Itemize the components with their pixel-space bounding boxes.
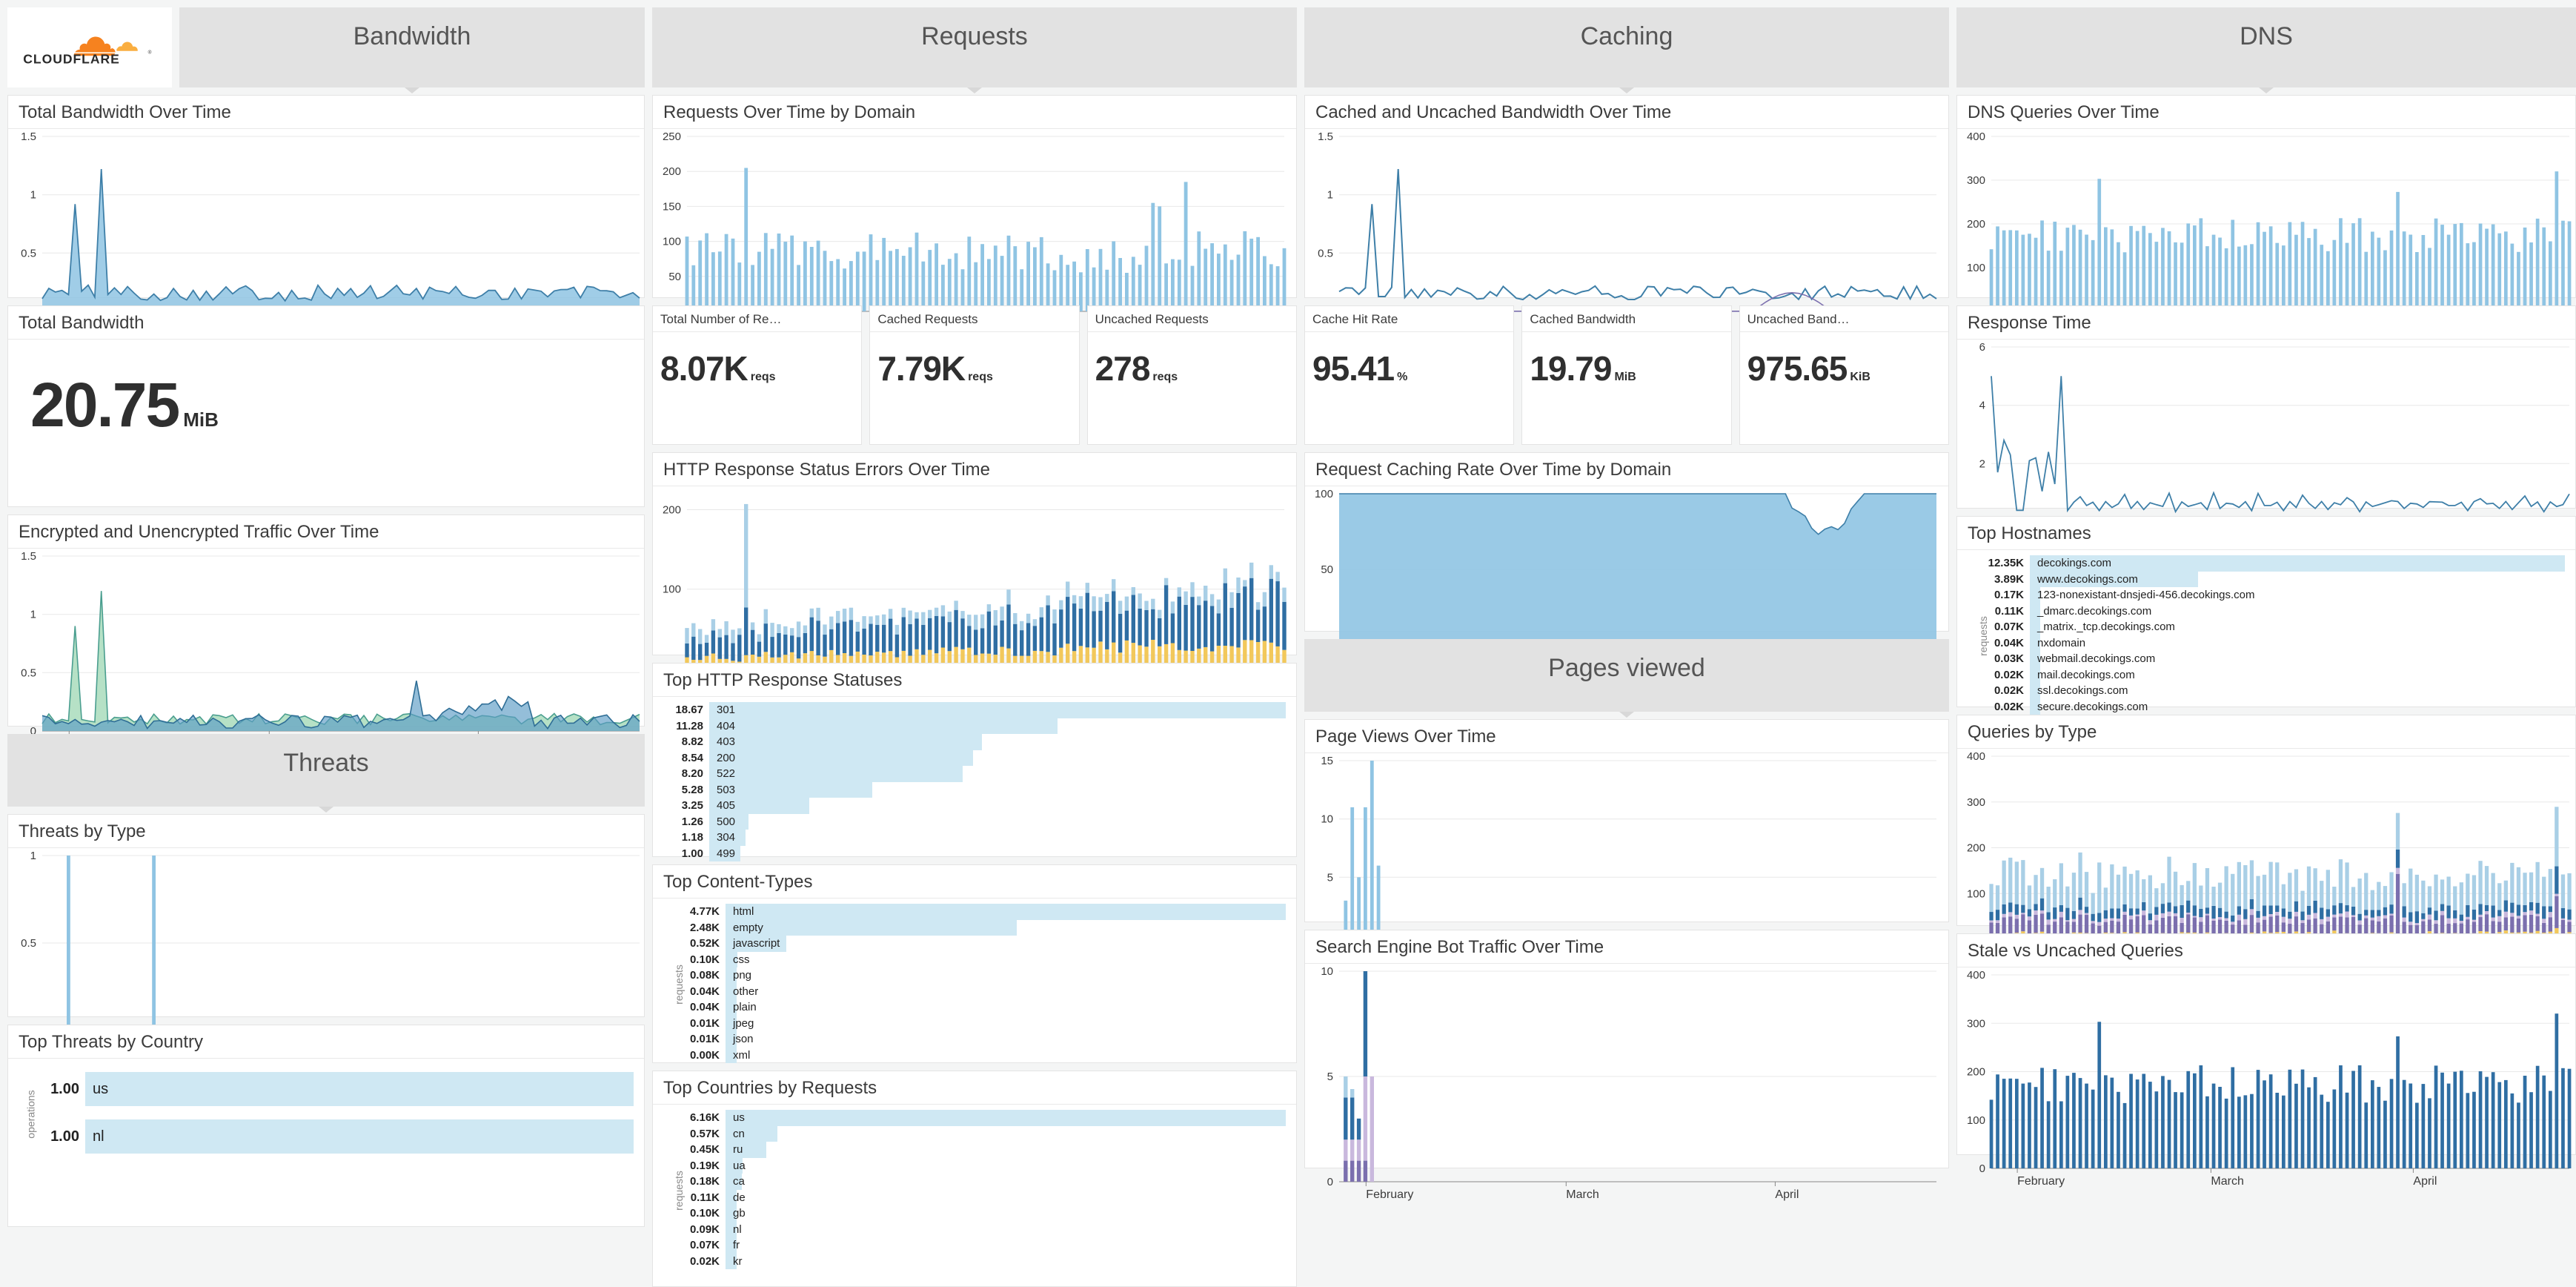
svg-text:February: February <box>2017 1175 2065 1188</box>
svg-text:400: 400 <box>1967 750 1985 763</box>
svg-text:100: 100 <box>663 583 681 596</box>
svg-text:300: 300 <box>1967 796 1985 809</box>
svg-text:0: 0 <box>1979 1162 1985 1175</box>
svg-text:0.5: 0.5 <box>21 247 36 259</box>
svg-text:100: 100 <box>1967 887 1985 900</box>
svg-text:150: 150 <box>663 200 681 213</box>
svg-text:200: 200 <box>1967 218 1985 231</box>
svg-text:March: March <box>2211 1175 2243 1188</box>
svg-text:0.5: 0.5 <box>21 666 36 679</box>
svg-text:March: March <box>1566 1188 1599 1201</box>
svg-text:50: 50 <box>1321 563 1333 576</box>
svg-text:5: 5 <box>1327 871 1333 884</box>
svg-text:300: 300 <box>1967 1017 1985 1030</box>
svg-text:February: February <box>1366 1188 1413 1201</box>
svg-text:2: 2 <box>1979 457 1985 470</box>
svg-text:6: 6 <box>1979 341 1985 354</box>
svg-text:250: 250 <box>663 130 681 143</box>
svg-text:10: 10 <box>1321 813 1333 826</box>
svg-text:1.5: 1.5 <box>21 130 36 143</box>
svg-text:1: 1 <box>1327 189 1333 202</box>
svg-text:200: 200 <box>663 504 681 517</box>
svg-text:April: April <box>2413 1175 2437 1188</box>
svg-text:300: 300 <box>1967 174 1985 187</box>
svg-text:1.5: 1.5 <box>21 550 36 563</box>
svg-text:400: 400 <box>1967 130 1985 143</box>
svg-text:50: 50 <box>668 271 681 283</box>
svg-text:1: 1 <box>30 850 36 862</box>
svg-text:15: 15 <box>1321 755 1333 767</box>
svg-text:200: 200 <box>1967 842 1985 855</box>
svg-text:1.5: 1.5 <box>1318 130 1333 143</box>
svg-text:1: 1 <box>30 609 36 621</box>
svg-text:200: 200 <box>1967 1066 1985 1079</box>
svg-text:CLOUDFLARE: CLOUDFLARE <box>23 51 120 66</box>
svg-text:100: 100 <box>1967 1114 1985 1127</box>
svg-text:10: 10 <box>1321 965 1333 978</box>
svg-text:0.5: 0.5 <box>21 937 36 950</box>
svg-text:200: 200 <box>663 165 681 178</box>
svg-text:April: April <box>1775 1188 1799 1201</box>
svg-text:100: 100 <box>663 236 681 248</box>
svg-text:400: 400 <box>1967 969 1985 982</box>
svg-text:100: 100 <box>1315 488 1333 500</box>
svg-text:0: 0 <box>1327 1176 1333 1188</box>
svg-text:5: 5 <box>1327 1071 1333 1083</box>
svg-text:100: 100 <box>1967 262 1985 274</box>
svg-text:4: 4 <box>1979 400 1985 412</box>
svg-text:1: 1 <box>30 189 36 202</box>
svg-text:0.5: 0.5 <box>1318 247 1333 259</box>
svg-text:®: ® <box>148 49 152 55</box>
